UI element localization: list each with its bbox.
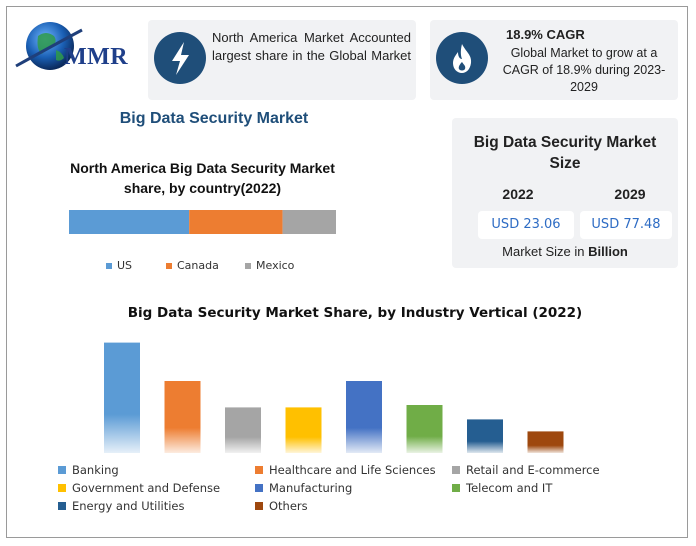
country-chart-title: North America Big Data Security Market s…	[70, 160, 335, 196]
year-2022-label: 2022	[502, 186, 534, 202]
bar-healthcare-and-life-sciences	[164, 381, 201, 453]
market-size-note-prefix: Market Size in	[502, 244, 589, 259]
legend-swatch	[58, 466, 66, 474]
legend-swatch	[452, 484, 460, 492]
industry-legend-energy-and-utilities: Energy and Utilities	[58, 499, 185, 513]
legend-label: Banking	[72, 463, 119, 477]
legend-swatch	[58, 502, 66, 510]
bar-others	[527, 431, 564, 453]
bar-retail-and-e-commerce	[225, 407, 261, 453]
legend-swatch	[255, 502, 263, 510]
legend-label: Manufacturing	[269, 481, 353, 495]
stack-segment-us	[69, 210, 190, 234]
stack-segment-mexico	[282, 210, 336, 234]
country-stacked-bar	[69, 210, 336, 234]
legend-swatch	[166, 262, 172, 269]
infographic-frame	[6, 6, 688, 538]
bar-energy-and-utilities	[467, 419, 503, 453]
bar-banking	[104, 342, 140, 453]
lightning-bolt-icon	[154, 32, 206, 84]
flame-icon	[436, 32, 488, 84]
highlight-text-north-america: North America Market Accounted largest s…	[212, 30, 411, 63]
stack-segment-canada	[189, 210, 283, 234]
value-2029-pill: USD 77.48	[580, 211, 672, 239]
year-2029-label: 2029	[614, 186, 646, 202]
bar-government-and-defense	[285, 407, 322, 453]
industry-legend-manufacturing: Manufacturing	[255, 481, 352, 495]
industry-bar-chart	[60, 330, 640, 455]
legend-swatch	[58, 484, 66, 492]
market-size-title: Big Data Security Market Size	[473, 134, 657, 172]
industry-legend-others: Others	[255, 499, 308, 513]
legend-swatch	[452, 466, 460, 474]
logo: MMR	[12, 16, 142, 76]
industry-legend-healthcare-and-life-sciences: Healthcare and Life Sciences	[255, 463, 436, 477]
market-size-note: Market Size in Billion	[458, 244, 672, 259]
market-size-note-unit: Billion	[588, 244, 628, 259]
legend-swatch	[245, 262, 251, 269]
value-2022-pill: USD 23.06	[478, 211, 574, 239]
legend-swatch	[106, 262, 112, 269]
market-size-card: Big Data Security Market Size 2022 2029 …	[452, 118, 678, 268]
legend-label: Mexico	[256, 259, 295, 272]
industry-legend-government-and-defense: Government and Defense	[58, 481, 220, 495]
cagr-title: 18.9% CAGR	[506, 27, 585, 42]
legend-label: Energy and Utilities	[72, 499, 185, 513]
legend-label: Government and Defense	[72, 481, 221, 495]
bar-manufacturing	[346, 381, 382, 453]
highlight-card-north-america: North America Market Accounted largest s…	[148, 20, 416, 100]
bar-telecom-and-it	[406, 405, 443, 453]
industry-legend-banking: Banking	[58, 463, 119, 477]
country-legend-mexico: Mexico	[245, 259, 294, 272]
legend-label: Retail and E-commerce	[466, 463, 600, 477]
industry-chart-title: Big Data Security Market Share, by Indus…	[127, 305, 583, 321]
legend-swatch	[255, 484, 263, 492]
country-legend-us: US	[106, 259, 132, 272]
legend-label: Telecom and IT	[466, 481, 553, 495]
legend-label: Canada	[177, 259, 219, 272]
main-title: Big Data Security Market	[119, 110, 309, 127]
cagr-text: Global Market to grow at a CAGR of 18.9%…	[502, 46, 666, 94]
highlight-card-cagr: 18.9% CAGR Global Market to grow at a CA…	[430, 20, 678, 100]
industry-legend-retail-and-e-commerce: Retail and E-commerce	[452, 463, 600, 477]
brand-name: MMR	[64, 44, 129, 70]
legend-label: Others	[269, 499, 308, 513]
legend-label: Healthcare and Life Sciences	[269, 463, 436, 477]
legend-swatch	[255, 466, 263, 474]
legend-label: US	[117, 259, 133, 272]
country-legend-canada: Canada	[166, 259, 219, 272]
industry-legend-telecom-and-it: Telecom and IT	[452, 481, 552, 495]
globe-icon	[15, 22, 83, 70]
